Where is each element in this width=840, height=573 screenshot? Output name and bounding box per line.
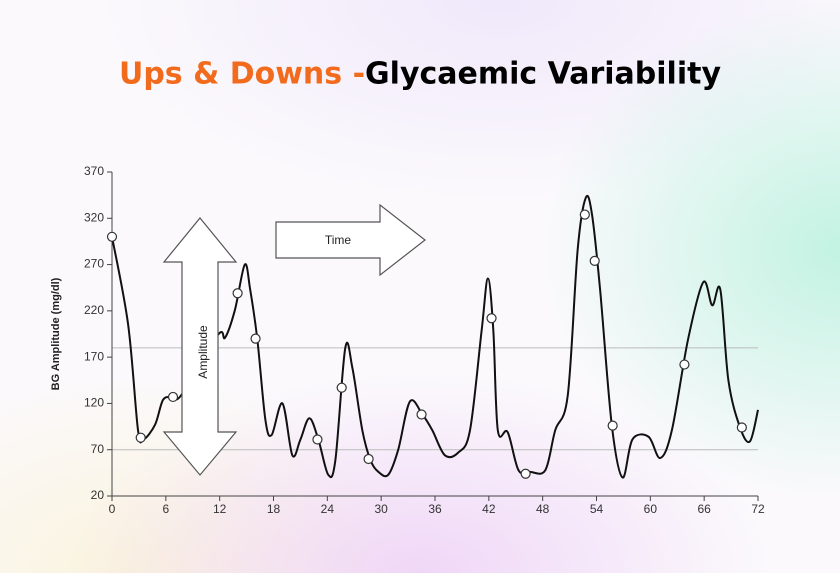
title-prefix: Ups & Downs - — [119, 57, 365, 92]
reading-marker — [106, 231, 118, 242]
x-tick-label: 24 — [321, 502, 335, 516]
x-tick-label: 54 — [590, 502, 604, 516]
reading-marker — [312, 434, 323, 445]
x-tick-label: 0 — [109, 502, 116, 516]
x-tick-label: 18 — [267, 502, 281, 516]
y-tick-label: 20 — [91, 488, 105, 502]
reading-marker — [486, 313, 497, 324]
reading-marker — [520, 468, 531, 479]
y-tick-label: 120 — [84, 396, 104, 410]
x-tick-label: 36 — [428, 502, 442, 516]
y-axis-label: BG Amplitude (mg/dl) — [50, 277, 62, 390]
reading-marker — [736, 422, 747, 433]
amplitude-label: Amplitude — [196, 325, 210, 379]
y-tick-label: 370 — [84, 164, 104, 178]
x-tick-label: 42 — [482, 502, 496, 516]
reading-marker — [250, 333, 261, 344]
x-tick-label: 72 — [751, 502, 765, 516]
reading-marker — [607, 420, 618, 431]
y-tick-label: 170 — [84, 349, 104, 363]
reading-marker — [363, 453, 374, 465]
x-tick-label: 66 — [697, 502, 711, 516]
x-tick-label: 48 — [536, 502, 550, 516]
y-tick-label: 270 — [84, 257, 104, 271]
reading-marker — [416, 409, 427, 420]
time-arrow — [275, 203, 426, 277]
reading-marker — [589, 255, 600, 266]
y-tick-label: 220 — [84, 303, 104, 317]
reading-marker — [135, 432, 146, 443]
chart-title: Glycaemic Variability — [365, 57, 721, 92]
reading-marker — [336, 382, 347, 393]
x-tick-label: 12 — [213, 502, 227, 516]
reading-marker — [579, 209, 590, 220]
x-tick-label: 30 — [374, 502, 388, 516]
x-tick-label: 60 — [644, 502, 658, 516]
x-tick-label: 6 — [162, 502, 169, 516]
markers — [106, 209, 747, 479]
y-tick-label: 320 — [84, 210, 104, 224]
reading-marker — [167, 391, 179, 403]
reading-marker — [679, 359, 690, 370]
y-tick-label: 70 — [91, 442, 105, 456]
reading-marker — [232, 288, 243, 299]
time-label: Time — [325, 233, 352, 247]
amplitude-arrow — [162, 217, 238, 476]
